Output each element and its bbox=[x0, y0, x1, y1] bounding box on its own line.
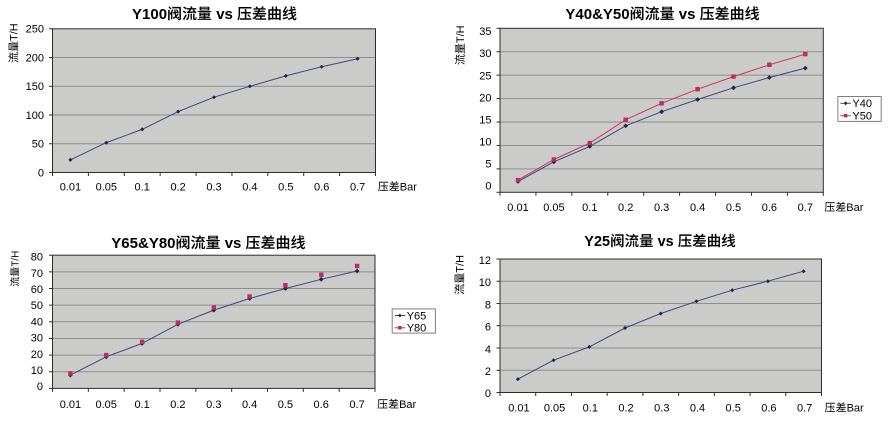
svg-text:15: 15 bbox=[479, 114, 491, 126]
svg-text:T/H: T/H bbox=[9, 23, 21, 41]
svg-text:Bar: Bar bbox=[847, 403, 864, 415]
svg-text:0.3: 0.3 bbox=[206, 182, 221, 194]
svg-text:20: 20 bbox=[479, 92, 491, 104]
svg-text:0.01: 0.01 bbox=[508, 403, 529, 415]
svg-text:0.01: 0.01 bbox=[60, 399, 81, 411]
svg-text:0.3: 0.3 bbox=[206, 399, 221, 411]
svg-text:0.5: 0.5 bbox=[278, 182, 293, 194]
svg-text:vs: vs bbox=[658, 234, 674, 250]
svg-text:250: 250 bbox=[26, 24, 44, 36]
svg-text:0.05: 0.05 bbox=[96, 182, 117, 194]
svg-text:0.2: 0.2 bbox=[170, 399, 185, 411]
svg-text:12: 12 bbox=[479, 255, 491, 267]
svg-text:0.6: 0.6 bbox=[314, 399, 329, 411]
svg-text:Bar: Bar bbox=[400, 182, 417, 194]
svg-text:0.4: 0.4 bbox=[690, 403, 705, 415]
svg-text:Y40: Y40 bbox=[852, 98, 872, 110]
svg-text:0.5: 0.5 bbox=[726, 403, 741, 415]
svg-text:Bar: Bar bbox=[846, 202, 863, 214]
svg-text:T/H: T/H bbox=[11, 251, 22, 267]
svg-text:6: 6 bbox=[485, 322, 491, 334]
svg-text:5: 5 bbox=[485, 158, 491, 170]
svg-text:0.1: 0.1 bbox=[135, 182, 150, 194]
svg-text:40: 40 bbox=[31, 316, 43, 328]
svg-text:0.2: 0.2 bbox=[170, 182, 185, 194]
svg-text:4: 4 bbox=[485, 344, 491, 356]
svg-text:0.4: 0.4 bbox=[242, 399, 257, 411]
svg-text:10: 10 bbox=[479, 277, 491, 289]
svg-text:10: 10 bbox=[31, 365, 43, 377]
svg-text:Y65&Y80: Y65&Y80 bbox=[111, 235, 175, 252]
svg-text:50: 50 bbox=[32, 139, 44, 151]
svg-text:0.2: 0.2 bbox=[618, 403, 633, 415]
svg-text:vs: vs bbox=[225, 235, 242, 252]
svg-text:Y65: Y65 bbox=[407, 310, 427, 322]
svg-text:0.6: 0.6 bbox=[762, 202, 777, 214]
svg-text:25: 25 bbox=[479, 70, 491, 82]
svg-text:0.1: 0.1 bbox=[583, 403, 598, 415]
svg-text:vs: vs bbox=[216, 6, 233, 23]
svg-text:0.2: 0.2 bbox=[618, 202, 633, 214]
svg-text:60: 60 bbox=[31, 284, 43, 296]
svg-text:8: 8 bbox=[485, 299, 491, 311]
svg-text:70: 70 bbox=[31, 268, 43, 280]
svg-text:0.1: 0.1 bbox=[582, 202, 597, 214]
svg-text:30: 30 bbox=[479, 48, 491, 60]
svg-text:Y100: Y100 bbox=[132, 6, 167, 23]
svg-text:0.01: 0.01 bbox=[507, 202, 528, 214]
svg-text:0.4: 0.4 bbox=[242, 182, 257, 194]
svg-text:80: 80 bbox=[31, 252, 43, 264]
svg-text:200: 200 bbox=[26, 53, 44, 65]
svg-text:vs: vs bbox=[679, 6, 696, 23]
svg-text:0.7: 0.7 bbox=[350, 182, 365, 194]
svg-text:30: 30 bbox=[31, 333, 43, 345]
svg-text:T/H: T/H bbox=[455, 25, 467, 43]
svg-text:0: 0 bbox=[485, 388, 491, 400]
svg-text:0.01: 0.01 bbox=[60, 182, 81, 194]
svg-text:50: 50 bbox=[31, 300, 43, 312]
svg-text:150: 150 bbox=[26, 81, 44, 93]
svg-text:0.3: 0.3 bbox=[654, 202, 669, 214]
svg-text:20: 20 bbox=[31, 349, 43, 361]
svg-text:0.6: 0.6 bbox=[761, 403, 776, 415]
svg-text:2: 2 bbox=[485, 366, 491, 378]
svg-text:35: 35 bbox=[479, 26, 491, 38]
svg-text:0.05: 0.05 bbox=[544, 403, 565, 415]
svg-text:0: 0 bbox=[485, 180, 491, 192]
svg-text:0.7: 0.7 bbox=[797, 403, 812, 415]
svg-text:0.7: 0.7 bbox=[798, 202, 813, 214]
svg-text:0.5: 0.5 bbox=[726, 202, 741, 214]
svg-text:Y40&Y50: Y40&Y50 bbox=[565, 6, 629, 23]
svg-text:0: 0 bbox=[38, 167, 44, 179]
svg-text:0.1: 0.1 bbox=[134, 399, 149, 411]
svg-text:0.4: 0.4 bbox=[690, 202, 705, 214]
svg-text:Y25: Y25 bbox=[584, 234, 610, 250]
svg-text:10: 10 bbox=[479, 136, 491, 148]
svg-text:Bar: Bar bbox=[399, 399, 416, 411]
svg-text:0.7: 0.7 bbox=[349, 399, 364, 411]
svg-text:Y80: Y80 bbox=[407, 323, 427, 335]
svg-text:0: 0 bbox=[37, 381, 43, 393]
svg-text:0.05: 0.05 bbox=[95, 399, 116, 411]
svg-text:0.05: 0.05 bbox=[543, 202, 564, 214]
svg-text:0.3: 0.3 bbox=[654, 403, 669, 415]
svg-text:T/H: T/H bbox=[455, 255, 467, 273]
svg-text:100: 100 bbox=[26, 110, 44, 122]
svg-text:0.6: 0.6 bbox=[314, 182, 329, 194]
svg-text:Y50: Y50 bbox=[852, 111, 872, 123]
svg-text:0.5: 0.5 bbox=[278, 399, 293, 411]
